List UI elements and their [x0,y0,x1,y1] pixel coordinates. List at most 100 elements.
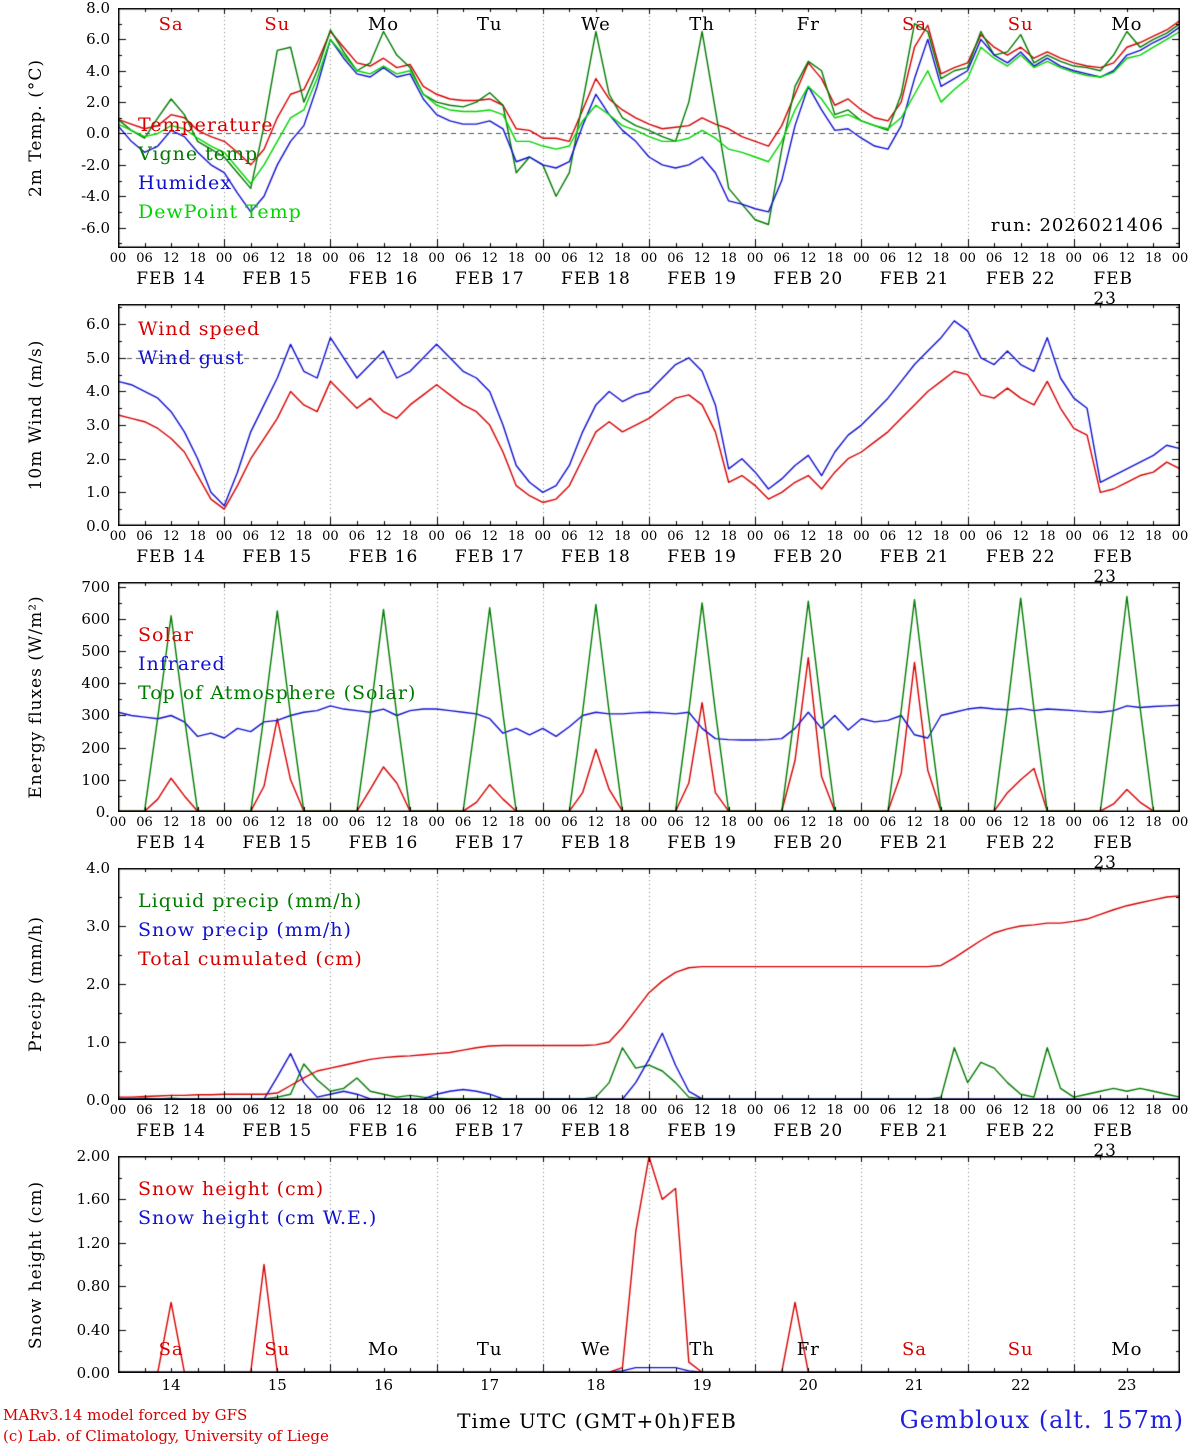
day-number-label: 14 [161,1376,181,1394]
hour-tick-label: 12 [481,529,498,544]
hour-tick-label: 18 [295,815,313,830]
hour-tick-label: 12 [481,251,498,266]
wind-chart-canvas [118,304,1180,526]
legend-item: Snow height (cm) [138,1178,325,1200]
hour-tick-label: 18 [189,529,206,544]
x-axis-labels-wind: 00 06 12 18 00 06 12 18 00 06 12 18 00 06 12 18 00 06 12 18… [0,526,1194,587]
hour-tick-label: 06 [773,529,791,544]
day-number-label: 19 [692,1376,712,1394]
date-label: FEB 16 [348,547,419,567]
hour-tick-label: 18 [1038,815,1056,830]
hour-tick-label: 00 [534,529,552,544]
hour-tick-label: 12 [1118,529,1136,544]
y-tick-label: 1.0 [86,483,110,502]
hour-tick-label: 00 [1171,815,1189,830]
date-label: FEB 19 [667,1121,737,1141]
hour-tick-label: 12 [269,815,286,830]
day-name-label: Fr [796,14,820,35]
hour-tick-label: 18 [720,815,737,830]
y-tick-label: 2.0 [86,93,110,112]
y-axis-title-energy: Energy fluxes (W/m²) [26,595,46,799]
y-tick-label: 300 [81,706,110,725]
hour-tick-label: 06 [667,1103,684,1118]
hour-tick-label: 18 [826,1103,844,1118]
hour-tick-label: 06 [879,529,897,544]
hour-tick-label: 00 [959,1103,976,1118]
hour-tick-label: 00 [746,1103,764,1118]
day-number-label: 20 [798,1376,818,1394]
hour-tick-label: 00 [640,1103,658,1118]
panel-precip: Precip (mm/h) 4.0 3.0 2.0 1.0 0.0 Liquid prec… [0,859,1194,1161]
legend-item: Infrared [138,653,226,675]
hour-tick-label: 18 [1038,529,1056,544]
hour-tick-label: 00 [640,815,658,830]
x-axis-title: Time UTC (GMT+0h)FEB [457,1409,737,1433]
hour-tick-label: 00 [109,529,127,544]
hour-tick-label: 00 [746,815,764,830]
hour-tick-label: 12 [587,251,605,266]
legend-item: Snow height (cm W.E.) [138,1207,378,1229]
y-axis-title-precip: Precip (mm/h) [26,915,46,1053]
hour-tick-label: 06 [136,529,153,544]
date-label: FEB 21 [879,547,950,567]
hour-tick-label: 18 [932,529,950,544]
hour-tick-label: 12 [269,251,286,266]
x-axis-labels-energy: 00 06 12 18 00 06 12 18 00 06 12 18 00 06 12 18 00 06 12 18… [0,812,1194,873]
hour-tick-label: 12 [375,815,392,830]
hour-tick-label: 18 [932,1103,950,1118]
hour-tick-label: 18 [720,251,737,266]
hour-tick-label: 06 [1092,251,1109,266]
date-label: FEB 18 [561,269,631,289]
hour-tick-label: 06 [985,1103,1003,1118]
hour-tick-label: 18 [295,251,313,266]
hour-tick-label: 12 [1118,815,1136,830]
hour-tick-label: 18 [720,1103,737,1118]
hour-tick-label: 06 [136,251,153,266]
hour-tick-label: 12 [693,815,711,830]
hour-tick-label: 00 [109,1103,127,1118]
hour-tick-label: 12 [375,529,392,544]
day-name-label: Th [689,1339,715,1360]
hour-tick-label: 18 [189,815,206,830]
y-tick-label: 0.00 [76,1364,110,1382]
hour-tick-label: 00 [1065,529,1083,544]
date-label: FEB 22 [985,1121,1056,1141]
hour-tick-label: 12 [162,1103,180,1118]
day-name-label: Mo [1111,1339,1143,1360]
date-label: FEB 23 [1093,269,1134,309]
hour-tick-label: 12 [1012,251,1029,266]
hour-tick-label: 12 [587,529,605,544]
date-label: FEB 20 [773,1121,844,1141]
y-tick-label: 3.0 [86,917,110,935]
hour-tick-label: 06 [561,251,578,266]
hour-tick-label: 18 [1145,529,1162,544]
hour-tick-label: 12 [1118,1103,1136,1118]
hour-tick-label: 00 [1065,815,1083,830]
hour-tick-label: 12 [162,251,180,266]
hour-tick-label: 12 [800,251,817,266]
hour-tick-label: 06 [454,1103,472,1118]
hour-tick-label: 12 [800,529,817,544]
y-tick-label: 600 [81,609,110,628]
hour-tick-label: 00 [215,1103,233,1118]
hour-tick-label: 18 [614,815,631,830]
y-tick-label: 0.80 [76,1277,110,1296]
hour-tick-label: 06 [348,529,366,544]
hour-tick-label: 00 [109,251,127,266]
plot-area-precip: 4.0 3.0 2.0 1.0 0.0 Liquid precip (mm/h) Snow … [86,859,1180,1109]
hour-tick-label: 12 [906,529,923,544]
date-label: FEB 21 [879,833,950,853]
hour-tick-label: 18 [189,251,206,266]
date-label: FEB 17 [454,269,525,289]
day-name-label: Su [264,1339,291,1360]
hour-tick-label: 06 [1092,1103,1109,1118]
hour-tick-label: 12 [375,251,392,266]
lab-credit: (c) Lab. of Climatology, University of L… [3,1427,329,1445]
y-tick-label: 5.0 [86,348,110,367]
date-label: FEB 18 [561,547,631,567]
hour-tick-label: 00 [322,251,339,266]
legend-item: Snow precip (mm/h) [138,919,352,941]
hour-tick-label: 12 [481,1103,498,1118]
day-name-label: Su [1007,14,1034,35]
hour-tick-label: 12 [800,815,817,830]
